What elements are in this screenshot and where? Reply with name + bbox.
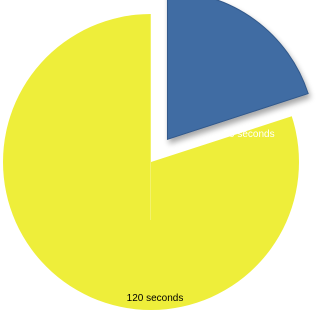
pie-slice-30-seconds	[166, 0, 309, 141]
slice-label-30-seconds: 30 seconds	[223, 129, 274, 140]
pie-slices	[3, 0, 309, 310]
pie-labels: 120 seconds 30 seconds	[127, 129, 275, 304]
slice-label-120-seconds: 120 seconds	[127, 293, 184, 304]
pie-slice-120-seconds	[3, 14, 300, 310]
slice-seam-line	[150, 14, 151, 220]
